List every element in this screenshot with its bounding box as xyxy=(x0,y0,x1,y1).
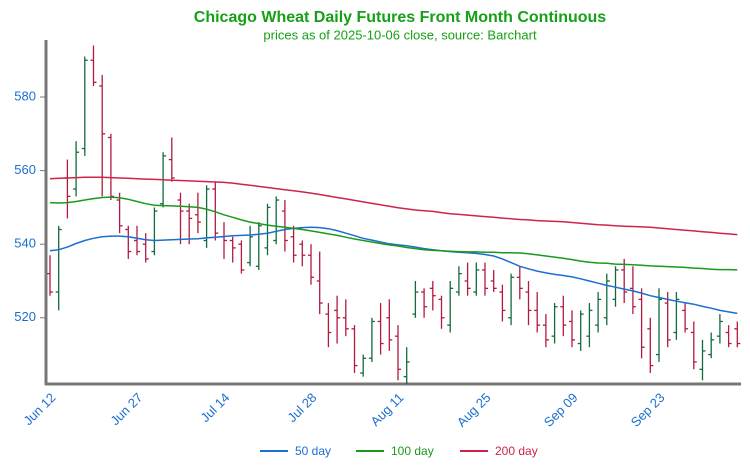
x-tick-label: Jun 27 xyxy=(107,390,145,428)
legend-label: 50 day xyxy=(295,444,331,458)
x-tick-label: Sep 09 xyxy=(541,390,581,430)
chart-subtitle: prices as of 2025-10-06 close, source: B… xyxy=(263,27,537,42)
legend-label: 200 day xyxy=(495,444,538,458)
x-tick-label: Sep 23 xyxy=(628,390,668,430)
y-tick-label: 520 xyxy=(14,309,36,324)
chart-title: Chicago Wheat Daily Futures Front Month … xyxy=(194,9,607,26)
x-tick-label: Jul 28 xyxy=(284,390,319,425)
legend-label: 100 day xyxy=(391,444,434,458)
x-tick-label: Jun 12 xyxy=(20,390,58,428)
y-tick-label: 560 xyxy=(14,162,36,177)
y-tick-label: 540 xyxy=(14,236,36,251)
x-tick-label: Aug 11 xyxy=(367,390,406,429)
moving-average-line xyxy=(49,196,738,271)
moving-average-line xyxy=(49,226,738,315)
y-tick-label: 580 xyxy=(14,88,36,103)
x-tick-label: Aug 25 xyxy=(454,390,494,430)
moving-average-line xyxy=(49,176,738,236)
x-tick-label: Jul 14 xyxy=(197,390,232,425)
